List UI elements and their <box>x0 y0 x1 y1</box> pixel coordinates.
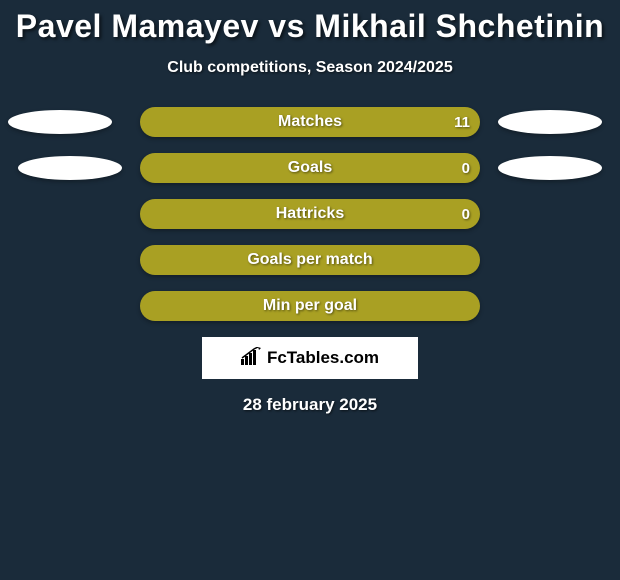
stat-value-right: 0 <box>462 160 470 177</box>
stat-bar: Hattricks 0 <box>140 199 480 229</box>
date-label: 28 february 2025 <box>0 395 620 415</box>
stat-bar: Goals per match <box>140 245 480 275</box>
page-title: Pavel Mamayev vs Mikhail Shchetinin <box>0 8 620 45</box>
stat-label: Goals per match <box>247 251 372 269</box>
subtitle: Club competitions, Season 2024/2025 <box>0 59 620 77</box>
stat-row-min-per-goal: Min per goal <box>0 291 620 321</box>
stat-bar: Goals 0 <box>140 153 480 183</box>
player-left-marker <box>8 110 112 134</box>
stat-bar: Matches 11 <box>140 107 480 137</box>
stat-label: Hattricks <box>276 205 344 223</box>
stat-label: Min per goal <box>263 297 357 315</box>
chart-icon <box>241 347 263 370</box>
player-right-marker <box>498 110 602 134</box>
player-right-marker <box>498 156 602 180</box>
stat-row-goals-per-match: Goals per match <box>0 245 620 275</box>
stat-value-right: 0 <box>462 206 470 223</box>
stat-value-right: 11 <box>454 114 470 131</box>
stat-label: Goals <box>288 159 332 177</box>
stat-label: Matches <box>278 113 342 131</box>
player-left-marker <box>18 156 122 180</box>
stat-row-hattricks: Hattricks 0 <box>0 199 620 229</box>
stat-row-matches: Matches 11 <box>0 107 620 137</box>
stat-bar: Min per goal <box>140 291 480 321</box>
stats-area: Matches 11 Goals 0 Hattricks 0 <box>0 107 620 321</box>
stat-row-goals: Goals 0 <box>0 153 620 183</box>
branding-text: FcTables.com <box>267 348 379 368</box>
comparison-infographic: Pavel Mamayev vs Mikhail Shchetinin Club… <box>0 0 620 415</box>
branding-box: FcTables.com <box>202 337 418 379</box>
